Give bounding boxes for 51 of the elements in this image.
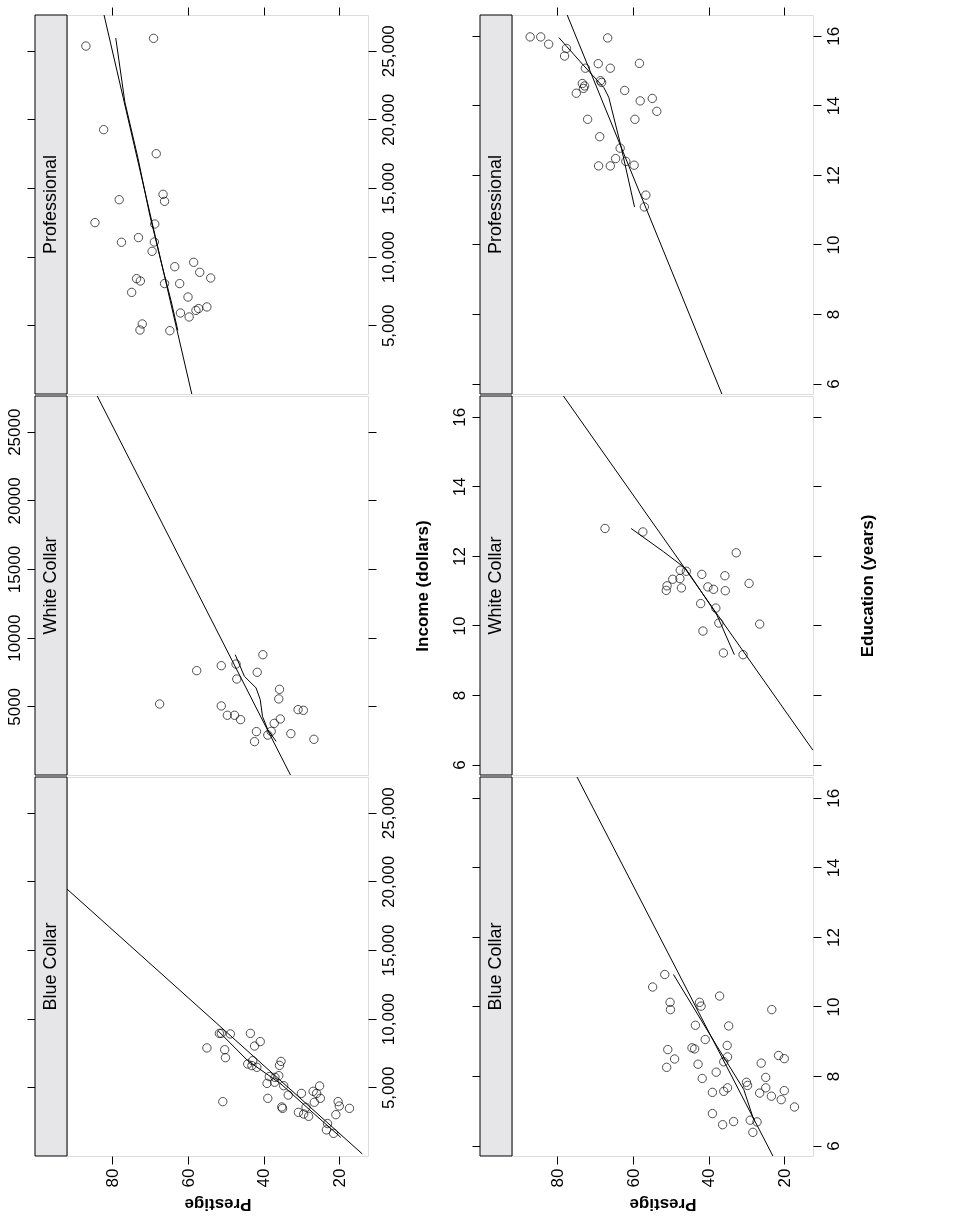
- x-tick-label: 20: [774, 1168, 794, 1188]
- text: Professional: [40, 154, 60, 255]
- y-tick-label: 8: [449, 690, 469, 701]
- y-tick-label: 10: [823, 997, 843, 1017]
- y-tick-label: 14: [823, 96, 843, 116]
- x-axis-title: Prestige: [629, 1195, 697, 1215]
- y-tick-label: 16: [823, 788, 843, 808]
- y-tick-label: 8: [823, 309, 843, 320]
- y-tick-label: 12: [449, 546, 469, 566]
- y-tick-label: 20,000: [378, 855, 398, 908]
- y-axis-title: Income (dollars): [413, 520, 432, 652]
- y-tick-label: 25,000: [378, 787, 398, 840]
- x-axis-title: Prestige: [184, 1195, 252, 1215]
- y-tick-label: 5,000: [378, 1066, 398, 1110]
- text: White Collar: [40, 536, 60, 635]
- y-tick-label: 16: [449, 407, 469, 427]
- x-tick-label: 20: [329, 1168, 349, 1188]
- y-tick-label: 14: [449, 477, 469, 497]
- text: Blue Collar: [40, 922, 60, 1011]
- x-tick-label: 60: [178, 1168, 198, 1188]
- y-tick-label: 6: [449, 760, 469, 770]
- y-tick-label: 20000: [4, 477, 24, 525]
- y-tick-label: 6: [823, 379, 843, 389]
- y-tick-label: 12: [823, 927, 843, 947]
- y-tick-label: 10,000: [378, 993, 398, 1046]
- y-tick-label: 20,000: [378, 93, 398, 146]
- y-tick-label: 16: [823, 26, 843, 46]
- x-tick-label: 60: [623, 1168, 643, 1188]
- y-tick-label: 5000: [4, 687, 24, 726]
- y-tick-label: 25000: [4, 408, 24, 456]
- y-tick-label: 10: [449, 616, 469, 636]
- x-tick-label: 80: [547, 1168, 567, 1188]
- y-axis-title: Education (years): [858, 514, 877, 658]
- text: Professional: [485, 154, 505, 255]
- text: Blue Collar: [485, 922, 505, 1011]
- y-tick-label: 15,000: [378, 162, 398, 215]
- y-tick-label: 10000: [4, 614, 24, 662]
- y-tick-label: 5,000: [378, 304, 398, 348]
- y-tick-label: 15,000: [378, 924, 398, 977]
- x-tick-label: 80: [102, 1168, 122, 1188]
- x-tick-label: 40: [699, 1168, 719, 1188]
- y-tick-label: 15000: [4, 545, 24, 594]
- y-tick-label: 6: [823, 1141, 843, 1151]
- text: White Collar: [485, 536, 505, 635]
- y-tick-label: 25,000: [378, 25, 398, 78]
- y-tick-label: 10,000: [378, 231, 398, 284]
- y-tick-label: 12: [823, 165, 843, 185]
- y-tick-label: 14: [823, 858, 843, 878]
- x-tick-label: 40: [254, 1168, 274, 1188]
- y-tick-label: 8: [823, 1071, 843, 1082]
- y-tick-label: 10: [823, 235, 843, 255]
